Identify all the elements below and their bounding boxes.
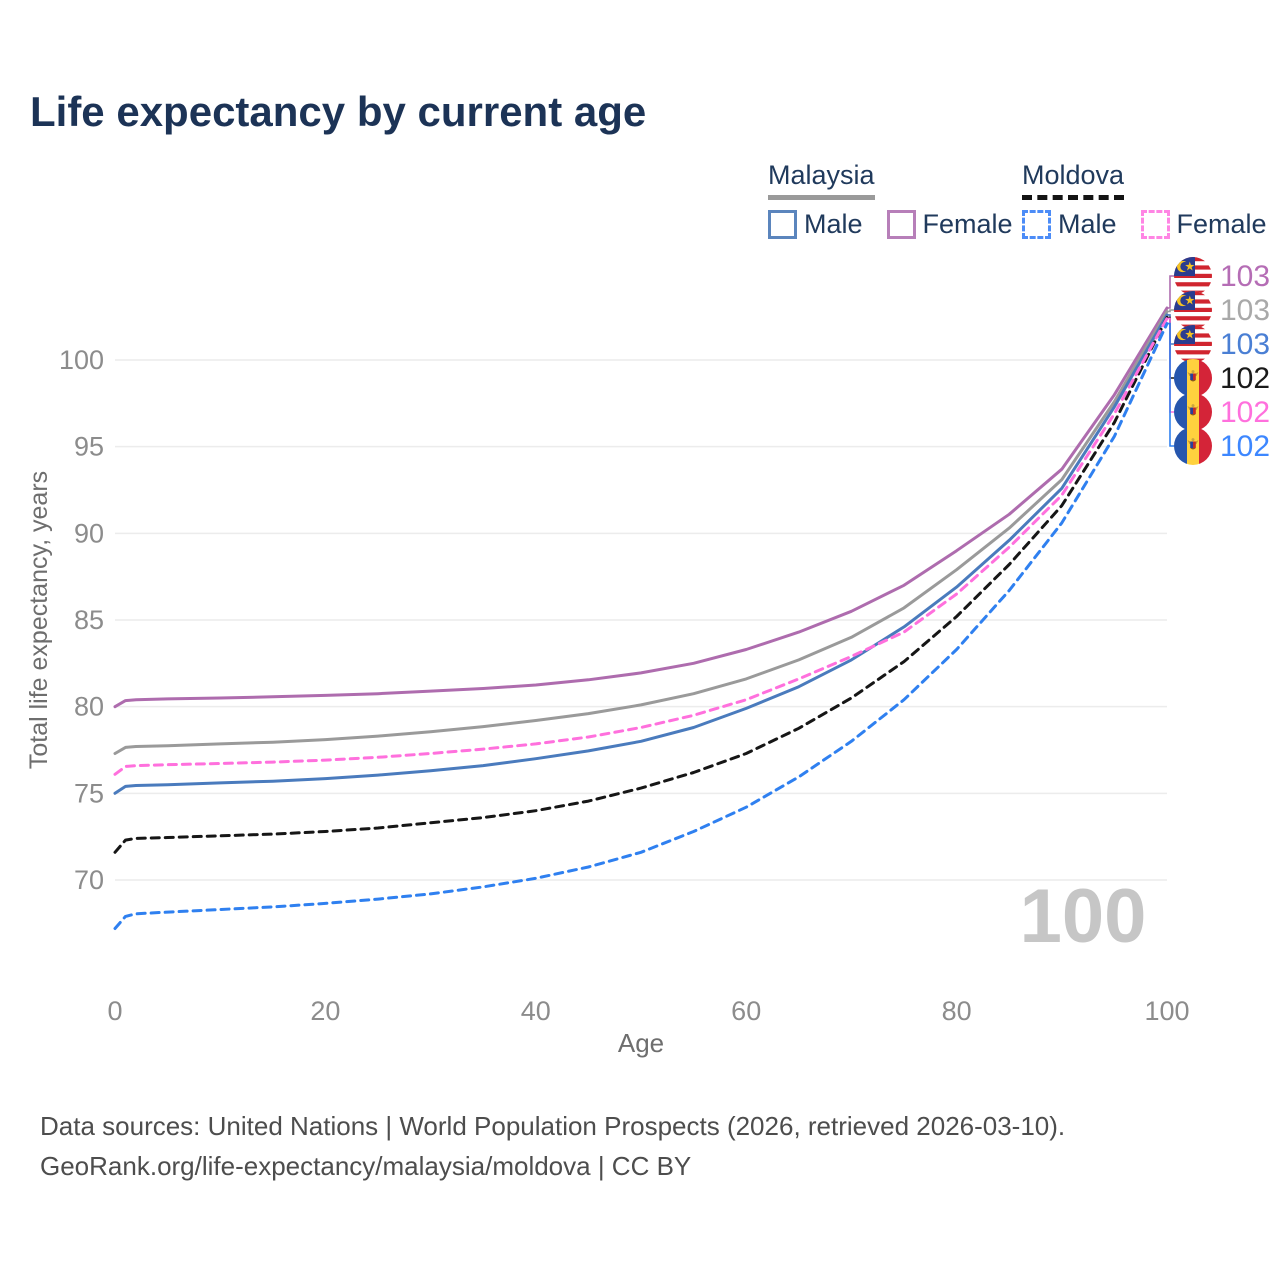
malaysia-flag-icon xyxy=(1174,291,1212,329)
age-watermark: 100 xyxy=(1020,874,1147,959)
y-tick-label-70: 70 xyxy=(74,865,104,895)
legend-item-malaysia-male[interactable]: Male xyxy=(768,209,863,240)
malaysia-flag-icon xyxy=(1174,257,1212,295)
y-tick-label-95: 95 xyxy=(74,432,104,462)
end-value-moldova-both: 102 xyxy=(1220,362,1270,395)
y-tick-label-100: 100 xyxy=(59,345,104,375)
legend-item-moldova-male[interactable]: Male xyxy=(1022,209,1117,240)
x-axis-title: Age xyxy=(618,1028,664,1058)
chart-footer: Data sources: United Nations | World Pop… xyxy=(40,1106,1065,1187)
end-value-malaysia-male: 103 xyxy=(1220,328,1270,361)
series-line-malaysia-female[interactable] xyxy=(113,306,1169,709)
legend-group-title-malaysia: Malaysia xyxy=(768,160,875,200)
y-tick-label-75: 75 xyxy=(74,778,104,808)
legend-item-label: Female xyxy=(1176,209,1267,239)
y-axis-title: Total life expectancy, years xyxy=(25,471,53,769)
moldova-flag-icon xyxy=(1174,393,1212,431)
x-tick-label-40: 40 xyxy=(521,996,551,1026)
y-tick-label-80: 80 xyxy=(74,692,104,722)
end-value-moldova-male: 102 xyxy=(1220,430,1270,463)
page-title: Life expectancy by current age xyxy=(30,88,647,135)
legend-group-title-moldova: Moldova xyxy=(1022,160,1125,200)
malaysia-male-swatch-icon xyxy=(768,210,797,239)
series-line-moldova-female[interactable] xyxy=(113,316,1169,776)
x-tick-label-60: 60 xyxy=(731,996,761,1026)
x-tick-label-100: 100 xyxy=(1144,996,1189,1026)
end-value-malaysia-both: 103 xyxy=(1220,294,1270,327)
legend-item-label: Male xyxy=(1058,209,1117,239)
legend-item-moldova-female[interactable]: Female xyxy=(1140,209,1267,240)
footer-data-sources: Data sources: United Nations | World Pop… xyxy=(40,1111,1066,1141)
legend-item-label: Male xyxy=(804,209,863,239)
malaysia-flag-icon xyxy=(1174,325,1212,363)
leader-line-malaysia-female xyxy=(1167,275,1174,309)
x-tick-label-20: 20 xyxy=(310,996,340,1026)
moldova-female-swatch-icon xyxy=(1140,210,1170,239)
moldova-flag-icon xyxy=(1174,427,1212,465)
malaysia-female-swatch-icon xyxy=(886,210,916,239)
legend-group-moldova: Moldova Male Female xyxy=(1022,160,1267,240)
leader-line-moldova-male xyxy=(1167,322,1174,447)
series-line-malaysia-male[interactable] xyxy=(113,313,1169,795)
moldova-male-swatch-icon xyxy=(1022,210,1051,239)
legend-group-malaysia: Malaysia Male Female xyxy=(768,160,1013,240)
series-line-malaysia-both[interactable] xyxy=(113,310,1169,755)
end-value-moldova-female: 102 xyxy=(1220,396,1270,429)
series-line-moldova-both[interactable] xyxy=(113,316,1169,854)
legend-item-malaysia-female[interactable]: Female xyxy=(886,209,1013,240)
y-tick-label-90: 90 xyxy=(74,518,104,548)
x-tick-label-80: 80 xyxy=(942,996,972,1026)
leader-line-malaysia-both xyxy=(1167,309,1174,313)
series-line-moldova-male[interactable] xyxy=(113,322,1169,930)
end-value-malaysia-female: 103 xyxy=(1220,260,1270,293)
chart-legend: Malaysia Male Female Moldova Male xyxy=(0,160,1280,250)
x-tick-label-0: 0 xyxy=(107,996,122,1026)
y-tick-label-85: 85 xyxy=(74,605,104,635)
moldova-flag-icon xyxy=(1174,359,1212,397)
legend-item-label: Female xyxy=(922,209,1013,239)
footer-source-url: GeoRank.org/life-expectancy/malaysia/mol… xyxy=(40,1151,692,1182)
